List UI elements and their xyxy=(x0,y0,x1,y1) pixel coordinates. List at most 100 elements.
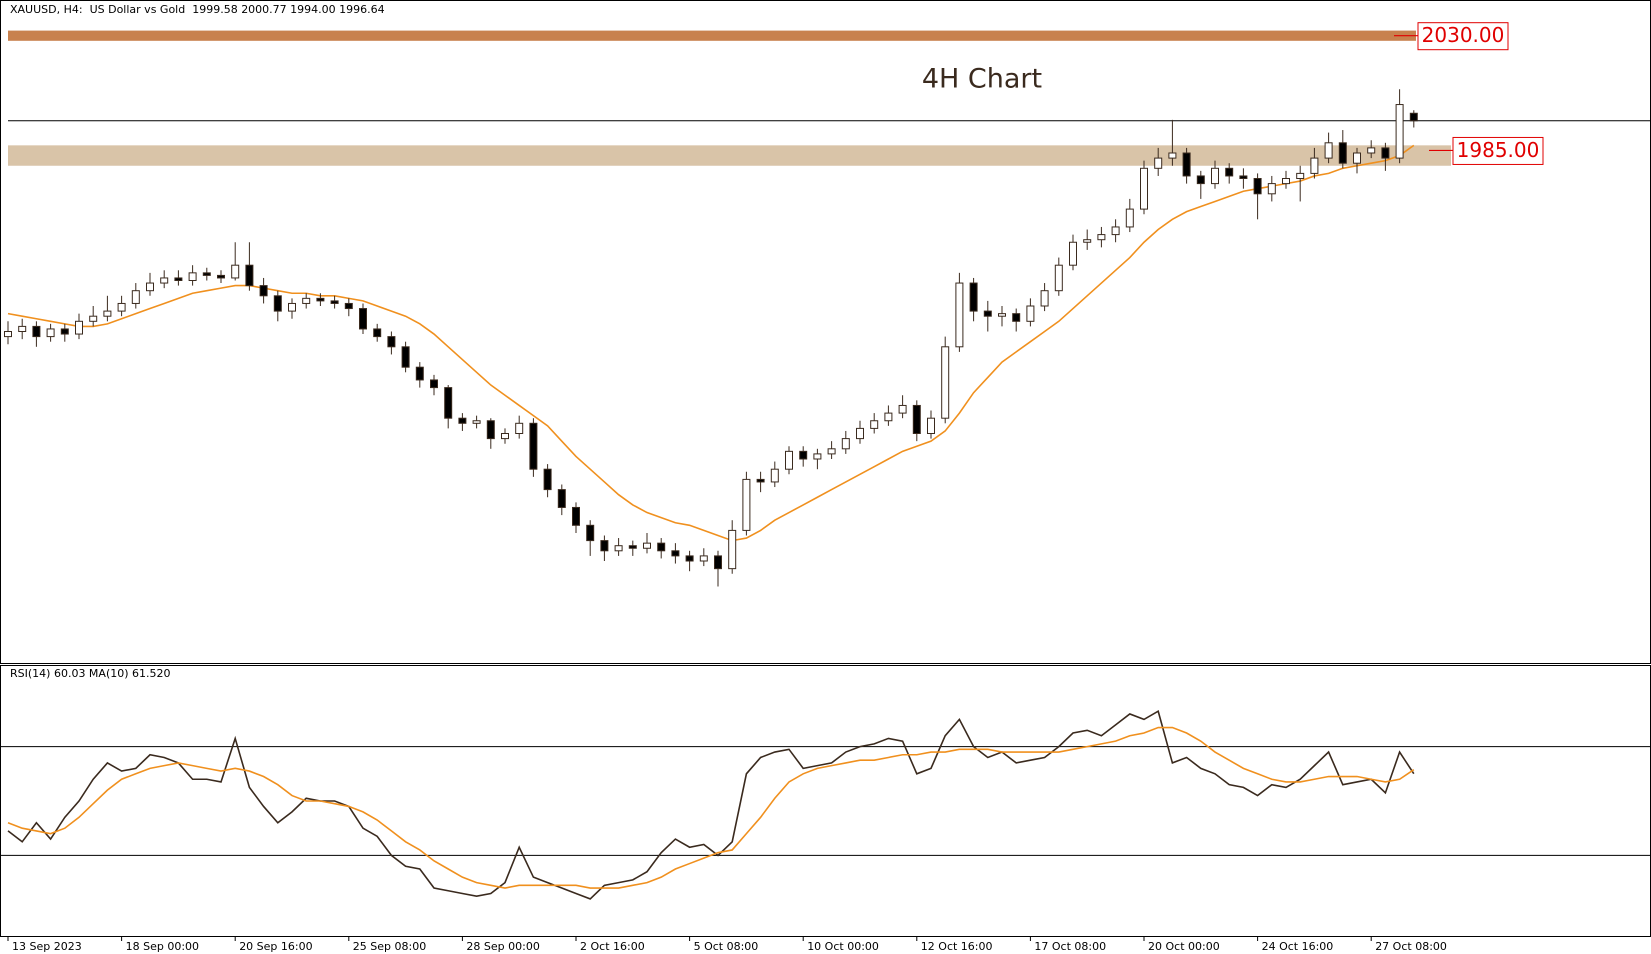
candle-body xyxy=(472,420,481,424)
candle-body xyxy=(685,555,694,562)
candle-body xyxy=(671,550,680,557)
zone-label-box xyxy=(1452,136,1544,165)
candle-body xyxy=(1353,152,1361,164)
candle-body xyxy=(89,315,98,322)
zone-label-box xyxy=(1417,22,1509,51)
candle-body xyxy=(160,277,169,284)
candle-body xyxy=(898,404,907,414)
candle-body xyxy=(1296,172,1305,179)
candle-body xyxy=(785,450,793,470)
candle-body xyxy=(714,555,722,570)
candle-body xyxy=(799,450,808,460)
candle-body xyxy=(756,478,765,483)
zone-label: 1985.00 xyxy=(1457,138,1540,162)
zone-band xyxy=(8,145,1451,166)
rsi-line xyxy=(7,710,1415,900)
candle-body xyxy=(18,325,27,332)
candle-body xyxy=(117,302,126,312)
candle-body xyxy=(841,438,850,450)
candle-body xyxy=(146,282,154,292)
candle-body xyxy=(373,328,382,338)
candle-body xyxy=(217,274,225,279)
candle-body xyxy=(628,545,637,549)
zone-band xyxy=(8,30,1416,41)
candle-body xyxy=(302,297,311,304)
candle-body xyxy=(330,300,339,304)
candle-body xyxy=(1338,142,1347,164)
chart-title: XAUUSD, H4: US Dollar vs Gold 1999.58 20… xyxy=(10,3,385,16)
candle-body xyxy=(4,331,12,338)
x-tick-label: 24 Oct 16:00 xyxy=(1262,940,1334,953)
candle-body xyxy=(998,313,1006,317)
candle-body xyxy=(770,468,779,483)
x-tick-label: 18 Sep 00:00 xyxy=(126,940,199,953)
candle-body xyxy=(728,529,737,570)
candle-body xyxy=(983,310,992,317)
candle-body xyxy=(75,320,83,335)
candle-body xyxy=(813,453,822,460)
candle-body xyxy=(1225,167,1234,177)
candle-body xyxy=(415,366,424,381)
x-tick-label: 2 Oct 16:00 xyxy=(580,940,645,953)
candle-body xyxy=(486,420,495,440)
candle-body xyxy=(259,285,268,297)
candle-body xyxy=(586,524,595,542)
candle-body xyxy=(458,417,467,424)
candle-body xyxy=(1211,167,1219,185)
candle-body xyxy=(870,420,879,429)
candle-body xyxy=(501,433,509,440)
x-tick-label: 25 Sep 08:00 xyxy=(353,940,426,953)
x-tick-label: 17 Oct 08:00 xyxy=(1034,940,1106,953)
candle-body xyxy=(557,489,566,508)
candle-body xyxy=(1097,234,1106,241)
x-tick-label: 20 Oct 00:00 xyxy=(1148,940,1220,953)
candle-body xyxy=(969,282,978,312)
zone-label: 2030.00 xyxy=(1422,23,1505,47)
candle-body xyxy=(316,297,325,302)
candle-body xyxy=(1395,104,1404,159)
candle-body xyxy=(1140,167,1148,210)
candle-body xyxy=(1111,226,1120,236)
candle-body xyxy=(614,545,623,552)
candle-body xyxy=(529,422,538,470)
candle-body xyxy=(1367,147,1376,154)
candle-body xyxy=(1196,175,1205,185)
candle-body xyxy=(955,282,964,348)
price-panel xyxy=(0,0,1651,664)
candle-body xyxy=(1310,157,1319,174)
candle-body xyxy=(699,555,708,562)
candle-body xyxy=(1282,178,1290,185)
candle-body xyxy=(1239,175,1248,179)
candle-body xyxy=(60,328,69,335)
candle-body xyxy=(941,346,950,419)
candle-body xyxy=(245,264,254,287)
candle-body xyxy=(572,506,580,526)
candle-body xyxy=(927,417,935,435)
candle-body xyxy=(912,404,921,435)
candle-body xyxy=(1168,152,1177,159)
candle-body xyxy=(1182,152,1191,177)
candle-body xyxy=(1040,290,1049,307)
candle-body xyxy=(1253,178,1262,195)
candle-body xyxy=(273,295,282,312)
candle-body xyxy=(543,468,552,491)
candle-body xyxy=(32,325,41,338)
candle-body xyxy=(643,542,651,549)
candle-body xyxy=(1012,313,1021,322)
x-tick-label: 12 Oct 16:00 xyxy=(921,940,993,953)
candle-body xyxy=(515,422,524,434)
rsi-panel xyxy=(0,665,1651,937)
candle-body xyxy=(856,427,864,440)
candle-body xyxy=(1069,241,1077,266)
candle-body xyxy=(188,272,197,282)
candle-body xyxy=(1125,208,1134,228)
candle-body xyxy=(1267,183,1276,195)
x-tick-label: 27 Oct 08:00 xyxy=(1375,940,1447,953)
candle-body xyxy=(884,412,893,422)
candle-body xyxy=(387,336,396,348)
candle-body xyxy=(202,272,211,276)
candle-body xyxy=(174,277,183,282)
candle-body xyxy=(401,346,410,368)
candle-body xyxy=(1409,112,1418,122)
